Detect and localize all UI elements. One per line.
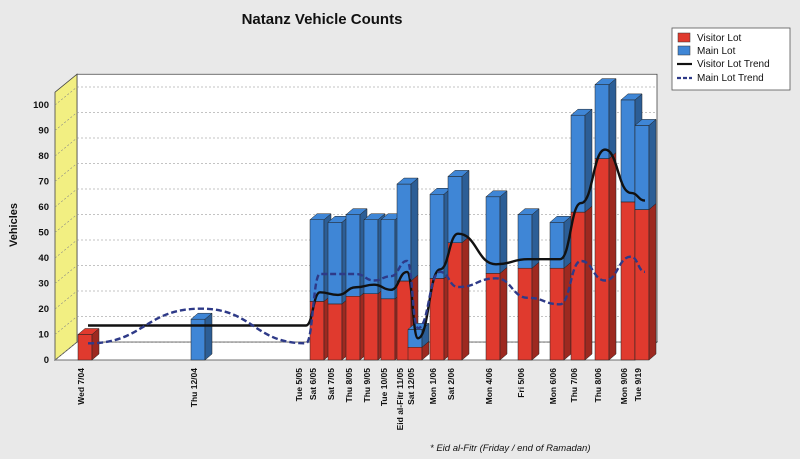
chart-title: Natanz Vehicle Counts	[242, 11, 403, 28]
x-axis-ticks: Wed 7/04 Thu 12/04 Tue 5/05 Sat 6/05 Sat 7/0…	[76, 368, 643, 431]
y-axis-ticks: 0 10 20 30 40 50 60 70 80 90 100	[33, 100, 49, 366]
bar-main-15	[571, 109, 592, 212]
bar-visitor-15	[571, 206, 592, 360]
y-tick-label: 100	[33, 100, 49, 111]
y-tick-label: 90	[38, 126, 49, 137]
legend-swatch-visitor-lot	[678, 33, 690, 42]
bar-main-11	[448, 170, 469, 242]
y-tick-label: 10	[38, 330, 49, 341]
legend-label-visitor-lot: Visitor Lot	[697, 33, 742, 44]
x-tick-label: Thu 7/06	[569, 368, 579, 403]
y-tick-label: 30	[38, 279, 49, 290]
y-tick-label: 60	[38, 202, 49, 213]
legend: Visitor Lot Main Lot Visitor Lot Trend M…	[672, 28, 790, 90]
bar-visitor-16	[595, 153, 616, 360]
bar-visitor-13	[518, 262, 539, 360]
bar-main-16	[595, 79, 616, 159]
x-tick-label: Sat 6/05	[308, 368, 318, 400]
x-tick-label: Mon 4/06	[484, 368, 494, 405]
legend-label-main-lot: Main Lot	[697, 46, 736, 57]
bar-visitor-18	[635, 204, 656, 360]
bar-visitor-14	[550, 262, 571, 360]
legend-label-visitor-lot-trend: Visitor Lot Trend	[697, 59, 770, 70]
x-tick-label: Sat 7/05	[326, 368, 336, 400]
legend-label-main-lot-trend: Main Lot Trend	[697, 73, 764, 84]
y-tick-label: 20	[38, 304, 49, 315]
y-tick-label: 70	[38, 177, 49, 188]
bar-visitor-11	[448, 237, 469, 360]
legend-swatch-main-lot	[678, 46, 690, 55]
x-tick-label: Thu 8/06	[593, 368, 603, 403]
x-tick-label: Sat 12/05	[406, 368, 416, 405]
x-tick-label: Fri 5/06	[516, 368, 526, 398]
x-tick-label: Mon 9/06	[619, 368, 629, 405]
x-tick-label: Thu 9/05	[362, 368, 372, 403]
x-tick-label: Sat 2/06	[446, 368, 456, 400]
x-tick-label: Mon 6/06	[548, 368, 558, 405]
y-axis-label: Vehicles	[8, 203, 20, 247]
y-tick-label: 50	[38, 228, 49, 239]
x-tick-label: Thu 8/05	[344, 368, 354, 403]
x-tick-label: Thu 12/04	[189, 368, 199, 407]
footnote: * Eid al-Fitr (Friday / end of Ramadan)	[430, 443, 591, 454]
x-tick-label: Eid al-Fitr 11/05	[395, 368, 405, 431]
x-tick-label: Mon 1/06	[428, 368, 438, 405]
chart: Natanz Vehicle Counts 0 10 20 30 40 50 60 70 80 9…	[0, 0, 800, 459]
x-tick-label: Wed 7/04	[76, 368, 86, 405]
x-tick-label: Tue 10/05	[379, 368, 389, 406]
bar-main-12	[486, 191, 507, 273]
y-tick-label: 40	[38, 253, 49, 264]
y-tick-label: 0	[44, 355, 49, 366]
y-tick-label: 80	[38, 151, 49, 162]
x-tick-label: Tue 9/19	[633, 368, 643, 402]
x-tick-label: Tue 5/05	[294, 368, 304, 402]
bar-main-1	[191, 313, 212, 360]
